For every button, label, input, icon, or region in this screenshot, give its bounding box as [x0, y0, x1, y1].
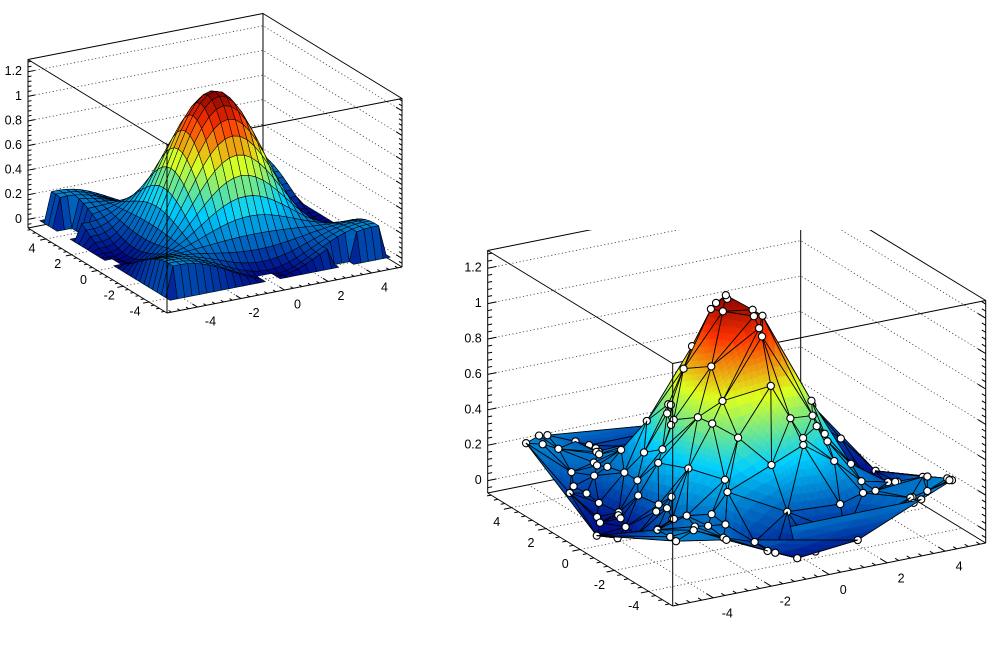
surf1-plot: [0, 0, 460, 345]
surf1-panel: [0, 0, 460, 345]
tri1-p0-plot: [440, 230, 994, 654]
tri1-p0-panel: [440, 230, 994, 654]
